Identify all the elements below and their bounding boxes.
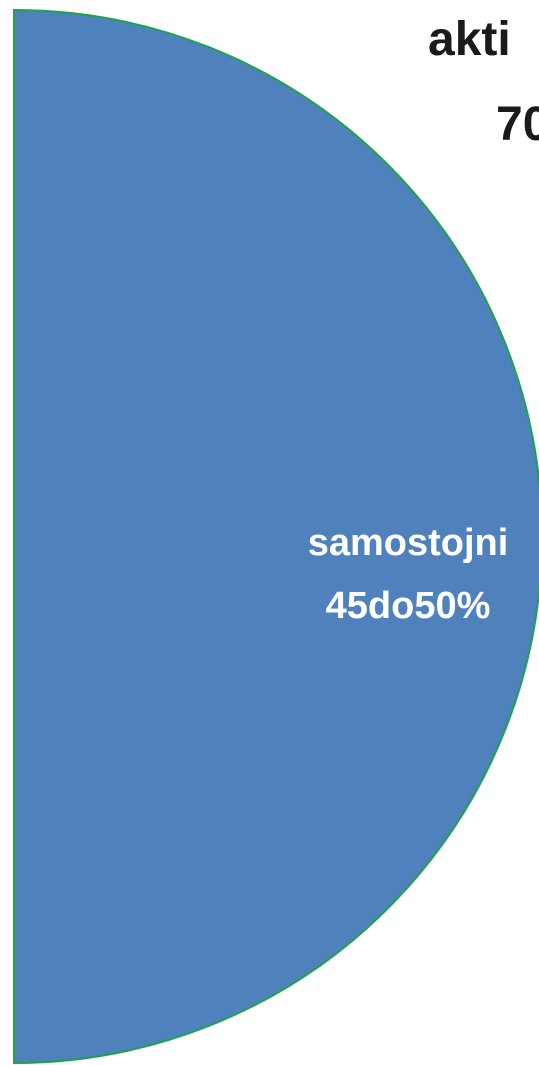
slice-label-akti-name: akti (428, 13, 511, 66)
slice-label-samostojni-name: samostojni (308, 522, 509, 564)
slice-label-samostojni-value: 45do50% (326, 585, 491, 627)
slice-label-akti-value: 70 (496, 98, 539, 151)
pie-slice-samostojni (13, 8, 539, 1065)
